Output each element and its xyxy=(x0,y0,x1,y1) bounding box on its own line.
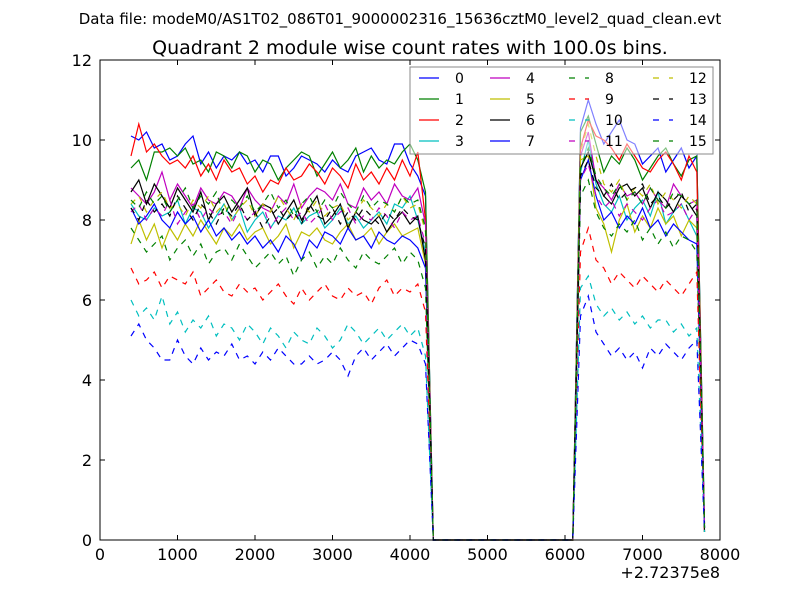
legend-label: 12 xyxy=(689,71,707,87)
legend-label: 9 xyxy=(605,92,614,108)
legend-label: 11 xyxy=(605,134,623,150)
chart-title: Quadrant 2 module wise count rates with … xyxy=(152,37,668,59)
x-tick-label: 6000 xyxy=(545,545,586,564)
x-tick-label: 7000 xyxy=(622,545,663,564)
legend-frame xyxy=(409,66,714,155)
series-line-8 xyxy=(130,178,706,541)
y-tick-label: 12 xyxy=(72,51,92,70)
series-line-15 xyxy=(130,146,706,541)
x-tick-label: 3000 xyxy=(312,545,353,564)
legend-label: 13 xyxy=(689,92,707,108)
legend-label: 10 xyxy=(605,113,623,129)
legend-label: 4 xyxy=(526,71,535,87)
series-line-7 xyxy=(130,157,706,541)
series-line-11 xyxy=(130,162,706,541)
series-line-9 xyxy=(130,225,706,541)
series-line-4 xyxy=(130,131,706,541)
x-offset-label: +2.72375e8 xyxy=(620,563,720,582)
x-tick-label: 1000 xyxy=(157,545,198,564)
legend-label: 14 xyxy=(689,113,707,129)
y-tick-label: 6 xyxy=(82,291,92,310)
axis-ticks: 0 1000 2000 3000 4000 5000 6000 7000 80000246810… xyxy=(72,51,741,564)
series-line-13 xyxy=(130,158,706,541)
y-tick-label: 2 xyxy=(82,451,92,470)
x-tick-label: 5000 xyxy=(467,545,508,564)
x-tick-label: 4000 xyxy=(390,545,431,564)
series-line-14 xyxy=(130,293,706,541)
legend-label: 1 xyxy=(455,92,464,108)
series-line-6 xyxy=(130,150,706,541)
legend-label: 15 xyxy=(689,134,707,150)
y-tick-label: 4 xyxy=(82,371,92,390)
legend-label: 6 xyxy=(526,113,535,129)
legend-label: 5 xyxy=(526,92,535,108)
legend-label: 2 xyxy=(455,113,464,129)
y-tick-label: 10 xyxy=(72,131,92,150)
legend-label: 7 xyxy=(526,134,535,150)
legend-label: 3 xyxy=(455,134,464,150)
x-tick-label: 8000 xyxy=(700,545,741,564)
legend-label: 0 xyxy=(455,71,464,87)
suptitle: Data file: modeM0/AS1T02_086T01_90000023… xyxy=(79,10,722,29)
x-tick-label: 2000 xyxy=(235,545,276,564)
y-tick-label: 8 xyxy=(82,211,92,230)
legend-label: 8 xyxy=(605,71,614,87)
x-tick-label: 0 xyxy=(95,545,105,564)
series-line-1 xyxy=(130,114,706,541)
y-tick-label: 0 xyxy=(82,531,92,550)
series-line-5 xyxy=(130,155,706,541)
